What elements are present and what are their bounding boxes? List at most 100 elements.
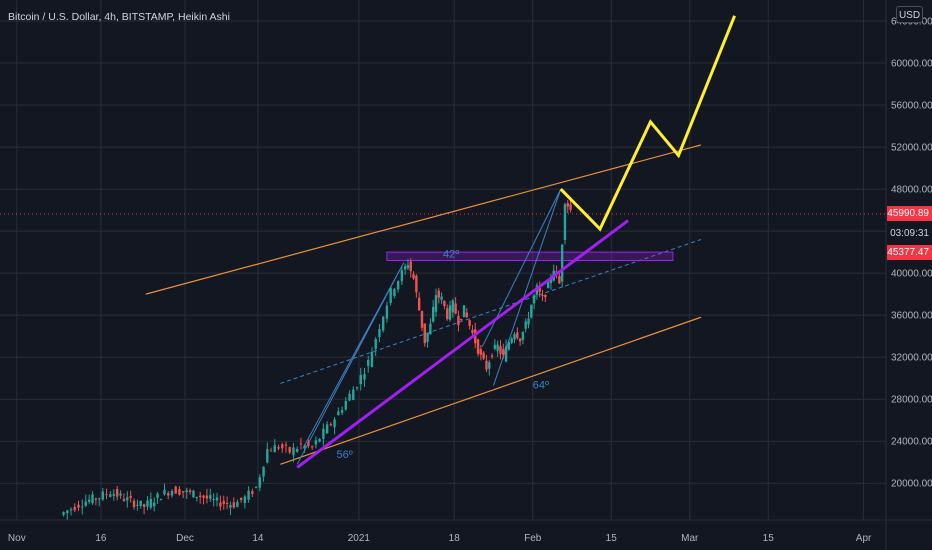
candle-body [378, 329, 381, 338]
fib-wedge [296, 262, 405, 465]
candle-body [101, 491, 105, 500]
x-tick-label: Nov [8, 533, 26, 544]
candle-body [310, 446, 314, 448]
candle-body [465, 312, 469, 318]
candle-body [136, 504, 139, 506]
candle-body [303, 445, 306, 448]
candle-body [77, 504, 80, 508]
candle-body [538, 288, 541, 292]
candle-body [212, 498, 215, 500]
candle-body [507, 341, 511, 350]
currency-button[interactable]: USD [896, 6, 923, 23]
candle-body [385, 305, 389, 319]
candle-body [167, 493, 170, 496]
candle-body [251, 491, 254, 494]
candle-body [348, 393, 351, 401]
x-tick-label: 15 [763, 533, 775, 544]
countdown-tag: 03:09:31 [887, 226, 932, 241]
candle-body [546, 281, 550, 289]
x-tick-label: 15 [606, 533, 618, 544]
candle-body [412, 274, 415, 279]
candle-body [159, 499, 163, 501]
candle-body [247, 490, 250, 500]
y-tick-label: 60000.00 [891, 59, 932, 70]
candle-body [156, 493, 159, 498]
candle-body [482, 352, 485, 359]
x-tick-label: Mar [681, 533, 699, 544]
candle-body [504, 346, 508, 362]
candle-body [532, 295, 536, 304]
x-tick-label: 14 [252, 533, 264, 544]
candle-body [499, 346, 502, 354]
candle-body [355, 387, 359, 389]
candle-body [281, 444, 284, 449]
chart-title: Bitcoin / U.S. Dollar, 4h, BITSTAMP, Hei… [8, 11, 230, 23]
candle-body [122, 498, 126, 501]
candle-body [544, 294, 547, 298]
candle-body [91, 494, 94, 504]
candle-body [396, 281, 400, 290]
candle-body [198, 495, 202, 497]
y-tick-label: 24000.00 [891, 437, 932, 448]
candle-body [471, 330, 474, 333]
candle-body [132, 500, 136, 508]
candle-body [555, 271, 558, 273]
candle-body [566, 203, 569, 207]
candle-body [530, 304, 533, 318]
candle-body [569, 204, 572, 210]
upper-channel-line [145, 144, 702, 295]
candle-body [314, 440, 318, 445]
candle-body [73, 506, 76, 511]
candle-body [174, 486, 177, 494]
candle-body [437, 290, 440, 298]
candle-body [188, 490, 192, 493]
candle-body [462, 305, 466, 318]
candle-body [451, 300, 455, 313]
candle-body [273, 445, 276, 453]
lower-channel-line [280, 316, 702, 465]
x-tick-label: Feb [524, 533, 542, 544]
candle-body [219, 502, 222, 507]
candle-body [129, 496, 132, 498]
candle-body [288, 447, 291, 453]
candle-body [318, 438, 321, 442]
y-tick-label: 52000.00 [891, 143, 932, 154]
candle-body [510, 338, 513, 343]
candle-body [254, 486, 258, 488]
candle-body [205, 495, 209, 499]
candle-body [69, 509, 73, 511]
candle-body [149, 498, 153, 508]
y-tick-label: 36000.00 [891, 311, 932, 322]
candle-body [359, 374, 362, 385]
purple-trendline [296, 219, 629, 469]
candle-body [322, 428, 325, 439]
candle-body [195, 496, 199, 498]
candle-body [87, 499, 91, 502]
candle-body [448, 305, 452, 320]
candle-body [142, 504, 146, 507]
candle-body [516, 332, 519, 339]
candle-body [325, 424, 329, 434]
candle-body [485, 360, 488, 370]
x-tick-label: 18 [449, 533, 461, 544]
candle-body [229, 505, 232, 508]
candle-body [239, 497, 243, 500]
candle-body [490, 355, 494, 357]
angle-label: 64º [533, 380, 549, 392]
candle-body [115, 489, 119, 497]
candle-body [374, 339, 377, 349]
candle-body [370, 351, 374, 367]
candle-body [476, 339, 480, 354]
y-tick-label: 32000.00 [891, 353, 932, 364]
candle-body [329, 424, 333, 426]
candle-body [333, 419, 336, 428]
candle-body [232, 502, 236, 508]
candle-body [406, 264, 410, 269]
candle-body [393, 289, 396, 296]
candle-body [381, 316, 385, 331]
candle-body [277, 447, 280, 449]
candle-body [340, 410, 344, 413]
candle-body [518, 338, 522, 342]
